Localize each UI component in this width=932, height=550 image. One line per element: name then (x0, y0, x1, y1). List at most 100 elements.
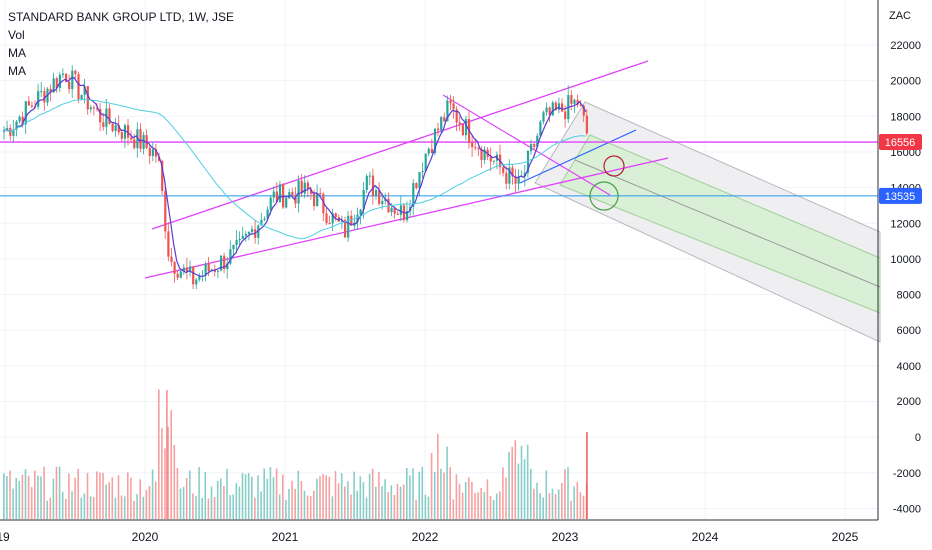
volume-bar (322, 473, 324, 519)
candle-body (114, 125, 117, 132)
price-badge (879, 187, 922, 204)
circle-marker-green (589, 181, 619, 211)
volume-bar (412, 468, 414, 519)
candle-body (182, 267, 185, 272)
volume-bar (49, 497, 52, 519)
candle-body (427, 148, 430, 154)
candle-body (74, 70, 77, 74)
volume-bar (526, 444, 529, 519)
volume-bar (371, 468, 374, 519)
candle-body (133, 139, 136, 149)
volume-bar (148, 485, 151, 519)
candle-body (130, 137, 133, 140)
volume-bar (415, 499, 417, 519)
price-badge-label: 16556 (885, 137, 916, 149)
candle-body (517, 176, 520, 184)
candle-body (576, 99, 579, 105)
candles (3, 65, 588, 290)
volume-bar (508, 451, 510, 519)
volume-bar (570, 500, 572, 519)
candle-body (285, 198, 288, 208)
volume-bar (192, 493, 194, 519)
candle-body (554, 102, 557, 110)
candle-body (27, 101, 30, 106)
y-tick-label: 2000 (897, 396, 921, 408)
volume-bar (378, 472, 380, 519)
volume-bar (18, 480, 21, 519)
volume-bar (539, 493, 541, 519)
y-tick-label: 10000 (890, 254, 921, 266)
volume-bars (3, 389, 588, 519)
volume-bar (198, 466, 200, 519)
volume-bar (170, 410, 172, 519)
candle-body (136, 129, 139, 149)
volume-bar (548, 493, 551, 519)
volume-bar (579, 492, 582, 519)
volume-bar (263, 468, 265, 519)
candle-body (92, 107, 96, 109)
candle-body (96, 108, 99, 110)
candle-body (437, 128, 440, 131)
volume-bar (443, 472, 445, 519)
volume-bar (80, 497, 83, 519)
volume-bar (179, 488, 182, 519)
x-tick-label: 2022 (412, 530, 439, 544)
candle-body (117, 125, 120, 133)
volume-bar (375, 486, 377, 519)
candle-body (71, 70, 74, 90)
candle-body (176, 273, 179, 278)
candle-body (455, 109, 458, 123)
volume-bar (319, 476, 321, 519)
volume-bar (111, 477, 114, 519)
pitchfork-inner (559, 134, 881, 314)
volume-bar (554, 494, 557, 519)
volume-bar (254, 497, 256, 519)
legend-ma-1[interactable]: MA (8, 46, 26, 60)
volume-bar (567, 467, 569, 519)
candle-body (505, 173, 508, 184)
volume-bar (384, 479, 386, 519)
candle-body (235, 240, 238, 245)
volume-bar (471, 481, 473, 519)
volume-bar (285, 500, 287, 519)
candle-body (247, 231, 251, 234)
volume-bar (328, 476, 331, 519)
volume-bar (573, 486, 575, 519)
legend-vol[interactable]: Vol (8, 28, 25, 42)
candle-body (223, 255, 226, 270)
volume-bar (189, 470, 191, 519)
candle-body (294, 195, 297, 204)
volume-bar (247, 473, 250, 519)
volume-bar (557, 489, 560, 519)
volume-bar (195, 495, 197, 519)
volume-bar (316, 478, 318, 519)
candle-body (356, 214, 359, 223)
candle-body (306, 182, 309, 190)
volume-bar (424, 494, 427, 519)
y-tick-label: 12000 (890, 218, 921, 230)
volume-bar (34, 470, 36, 519)
volume-bar (474, 492, 476, 519)
volume-bar (325, 475, 327, 519)
candle-body (58, 74, 61, 88)
candle-body (542, 112, 545, 122)
legend-ma-2[interactable]: MA (8, 64, 26, 78)
candle-body (272, 191, 275, 198)
x-tick-label: 2020 (132, 530, 159, 544)
candle-body (108, 108, 111, 124)
descending-trendline (442, 94, 611, 196)
volume-bar (576, 482, 579, 519)
volume-bar (251, 476, 253, 519)
volume-bar (127, 472, 129, 519)
volume-bar (260, 491, 262, 519)
volume-bar (344, 486, 346, 519)
volume-bar (517, 463, 520, 519)
y-tick-label: -4000 (893, 504, 921, 516)
price-badge (879, 134, 922, 151)
symbol-title[interactable]: STANDARD BANK GROUP LTD, 1W, JSE (8, 10, 235, 24)
volume-bar (114, 497, 117, 519)
candle-body (446, 100, 449, 122)
volume-bar (272, 477, 275, 519)
volume-bar (288, 488, 290, 519)
